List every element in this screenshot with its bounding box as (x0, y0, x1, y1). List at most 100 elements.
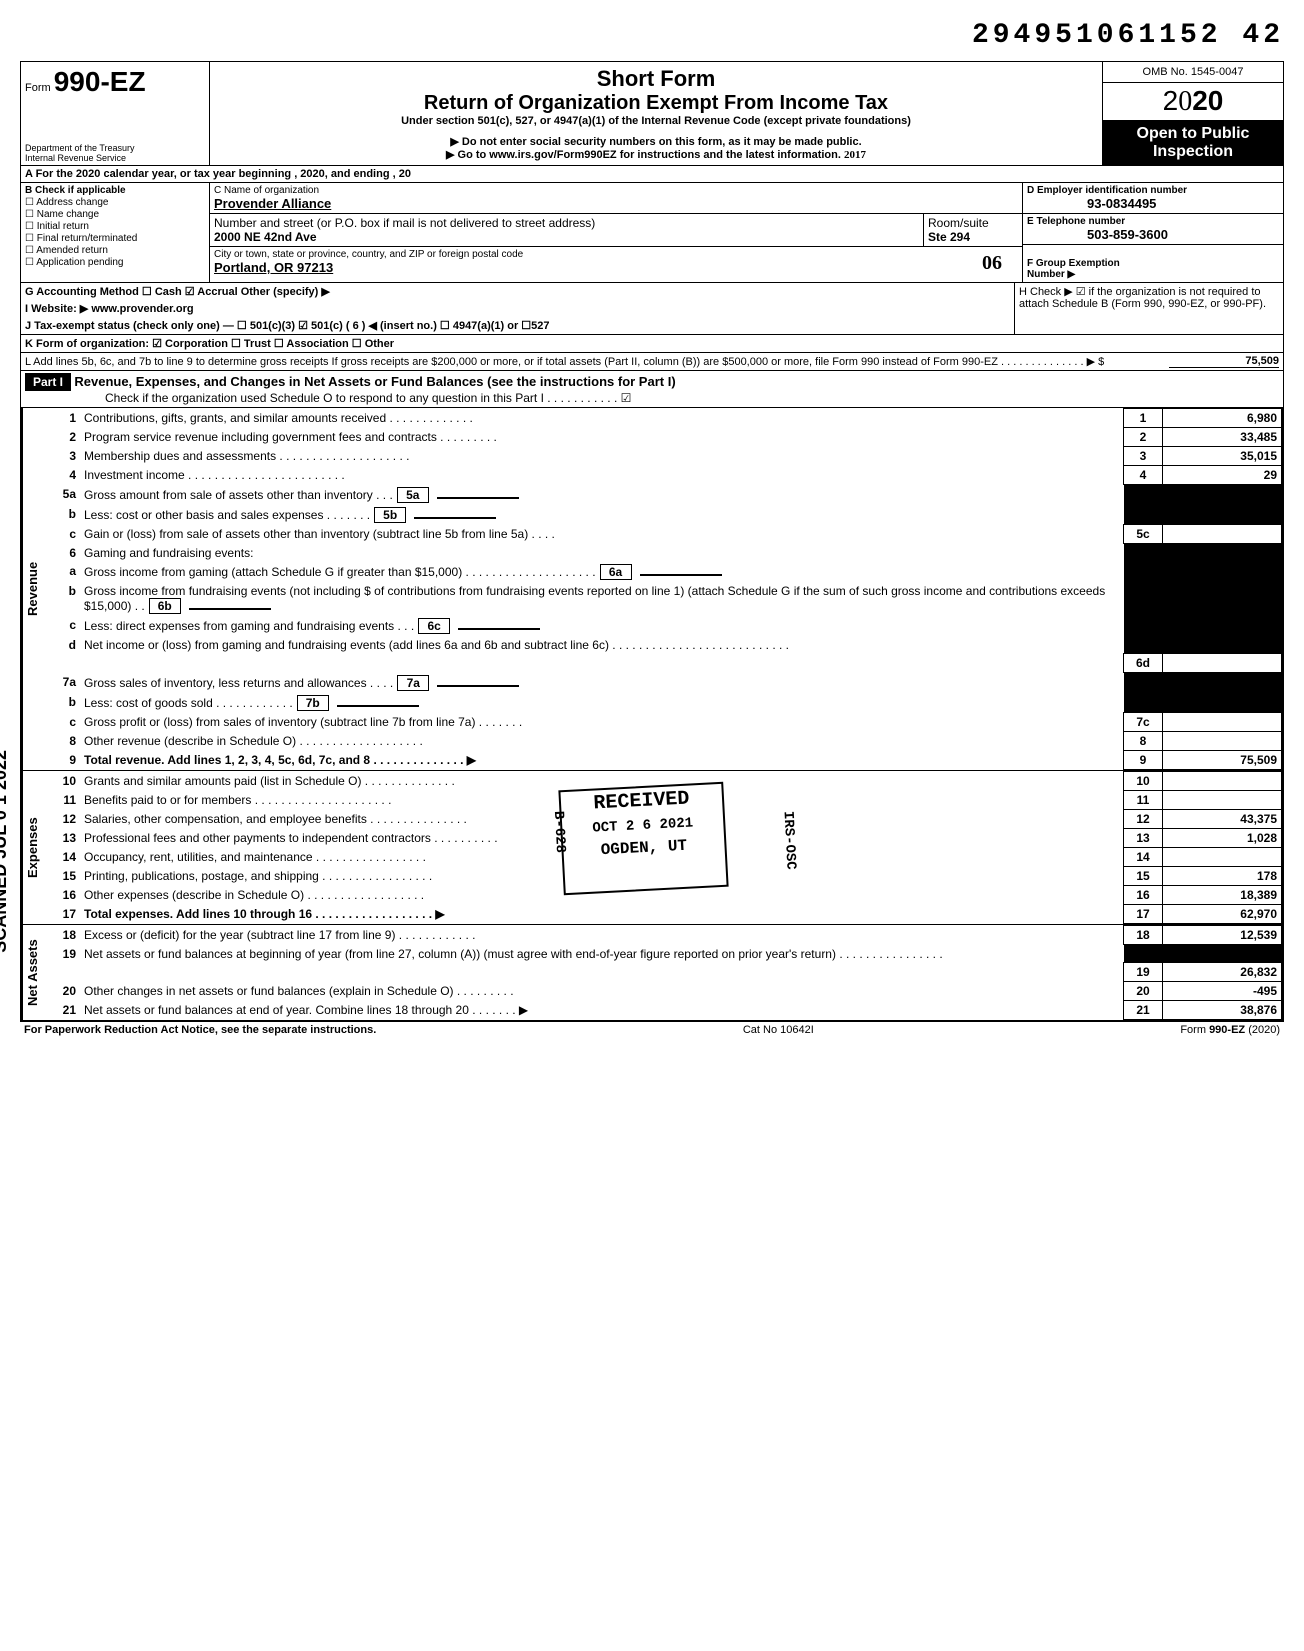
line-13-box: 13 (1124, 829, 1163, 848)
line-7b-text: Less: cost of goods sold . . . . . . . .… (84, 696, 293, 710)
check-final-return[interactable]: Final return/terminated (25, 233, 205, 244)
line-6a-desc: Gross income from gaming (attach Schedul… (80, 562, 1124, 582)
line-4-val: 29 (1163, 466, 1282, 485)
section-de: D Employer identification number 93-0834… (1023, 183, 1283, 282)
line-17-num: 17 (42, 905, 80, 924)
line-7-shaded-box (1124, 673, 1163, 713)
line-18-val: 12,539 (1163, 926, 1282, 945)
check-amended-return[interactable]: Amended return (25, 245, 205, 256)
row-g: G Accounting Method ☐ Cash ☑ Accrual Oth… (21, 283, 1014, 300)
goto-text: ▶ Go to www.irs.gov/Form990EZ for instru… (218, 148, 1094, 161)
part1-label: Part I (25, 373, 71, 391)
line-6c-text: Less: direct expenses from gaming and fu… (84, 619, 414, 633)
line-6-desc: Gaming and fundraising events: (80, 544, 1124, 562)
line-6d-val (1163, 654, 1282, 673)
footer-right: Form 990-EZ (2020) (1180, 1024, 1280, 1036)
omb-number: OMB No. 1545-0047 (1103, 62, 1283, 83)
line-1-val: 6,980 (1163, 409, 1282, 428)
section-c: C Name of organization Provender Allianc… (210, 183, 1023, 282)
line-5-shaded-val (1163, 485, 1282, 525)
line-7c-desc: Gross profit or (loss) from sales of inv… (80, 713, 1124, 732)
line-5b-innerbox: 5b (374, 507, 406, 523)
row-k-text: K Form of organization: ☑ Corporation ☐ … (25, 337, 394, 350)
line-19-desc: Net assets or fund balances at beginning… (80, 945, 1124, 963)
section-b: B Check if applicable Address change Nam… (21, 183, 210, 282)
line-6b-innerval (189, 608, 271, 610)
info-rows: G Accounting Method ☐ Cash ☑ Accrual Oth… (20, 283, 1284, 371)
part1-header-row: Part I Revenue, Expenses, and Changes in… (21, 371, 1283, 408)
handwritten-year: 2017 (844, 149, 866, 161)
line-2-val: 33,485 (1163, 428, 1282, 447)
form-header: Form 990-EZ Department of the Treasury I… (20, 61, 1284, 166)
line-16-box: 16 (1124, 886, 1163, 905)
line-6b-num: b (42, 582, 80, 616)
line-19-num: 19 (42, 945, 80, 963)
line-4-desc: Investment income . . . . . . . . . . . … (80, 466, 1124, 485)
footer-left: For Paperwork Reduction Act Notice, see … (24, 1024, 376, 1036)
line-6b-innerbox: 6b (149, 598, 181, 614)
line-7b-innerval (337, 705, 419, 707)
line-20-desc: Other changes in net assets or fund bala… (80, 982, 1124, 1001)
line-7c-box: 7c (1124, 713, 1163, 732)
goto-url: ▶ Go to www.irs.gov/Form990EZ for instru… (446, 149, 841, 161)
line-6c-innerval (458, 628, 540, 630)
line-5b-desc: Less: cost or other basis and sales expe… (80, 505, 1124, 525)
line-21-desc: Net assets or fund balances at end of ye… (80, 1001, 1124, 1020)
line-8-desc: Other revenue (describe in Schedule O) .… (80, 732, 1124, 751)
line-17-val: 62,970 (1163, 905, 1282, 924)
line-6c-num: c (42, 616, 80, 636)
short-form-title: Short Form (218, 66, 1094, 92)
row-i: I Website: ▶ www.provender.org (21, 300, 1014, 317)
line-19-shaded-val (1163, 945, 1282, 963)
part1-container: Part I Revenue, Expenses, and Changes in… (20, 371, 1284, 1021)
revenue-label: Revenue (22, 408, 42, 770)
check-application-pending[interactable]: Application pending (25, 257, 205, 268)
line-2-desc: Program service revenue including govern… (80, 428, 1124, 447)
ein-label: D Employer identification number (1027, 185, 1187, 196)
room-value: Ste 294 (928, 230, 970, 244)
street-value: 2000 NE 42nd Ave (214, 230, 317, 244)
line-5b-innerval (414, 517, 496, 519)
line-12-desc: Salaries, other compensation, and employ… (80, 810, 1124, 829)
line-7b-num: b (42, 693, 80, 713)
row-j: J Tax-exempt status (check only one) — ☐… (21, 317, 1014, 334)
line-17-box: 17 (1124, 905, 1163, 924)
line-5c-val (1163, 525, 1282, 544)
line-6d-box: 6d (1124, 654, 1163, 673)
row-k: K Form of organization: ☑ Corporation ☐ … (21, 334, 1283, 352)
check-address-change[interactable]: Address change (25, 197, 205, 208)
line-12-val: 43,375 (1163, 810, 1282, 829)
line-3-num: 3 (42, 447, 80, 466)
page-number: 294951061152 42 (20, 20, 1284, 51)
phone-value: 503-859-3600 (1027, 227, 1168, 242)
check-initial-return[interactable]: Initial return (25, 221, 205, 232)
line-3-val: 35,015 (1163, 447, 1282, 466)
street-cell: Number and street (or P.O. box if mail i… (210, 214, 924, 246)
row-l: L Add lines 5b, 6c, and 7b to line 9 to … (21, 352, 1283, 370)
line-7a-text: Gross sales of inventory, less returns a… (84, 676, 393, 690)
line-7-shaded-val (1163, 673, 1282, 713)
line-5c-box: 5c (1124, 525, 1163, 544)
check-name-change[interactable]: Name change (25, 209, 205, 220)
main-info-block: B Check if applicable Address change Nam… (20, 183, 1284, 283)
form-header-left: Form 990-EZ Department of the Treasury I… (21, 62, 210, 165)
group-exemption-label: F Group Exemption Number ▶ (1027, 258, 1120, 280)
netassets-section: Net Assets 18Excess or (deficit) for the… (21, 924, 1283, 1020)
line-20-num: 20 (42, 982, 80, 1001)
line-1-box: 1 (1124, 409, 1163, 428)
line-6c-desc: Less: direct expenses from gaming and fu… (80, 616, 1124, 636)
line-6a-num: a (42, 562, 80, 582)
row-g-text: G Accounting Method ☐ Cash ☑ Accrual Oth… (25, 285, 330, 298)
line-6-num: 6 (42, 544, 80, 562)
line-9-desc: Total revenue. Add lines 1, 2, 3, 4, 5c,… (80, 751, 1124, 770)
scanned-stamp: SCANNED JUL 0 1 2022 (0, 750, 11, 953)
row-i-text: I Website: ▶ www.provender.org (25, 302, 194, 315)
line-7a-innerval (437, 685, 519, 687)
line-15-val: 178 (1163, 867, 1282, 886)
line-4-box: 4 (1124, 466, 1163, 485)
line-19-val: 26,832 (1163, 963, 1282, 982)
room-label: Room/suite (928, 216, 989, 230)
line-11-box: 11 (1124, 791, 1163, 810)
section-b-label: B Check if applicable (25, 185, 126, 196)
form-number-text: 990-EZ (54, 66, 146, 97)
